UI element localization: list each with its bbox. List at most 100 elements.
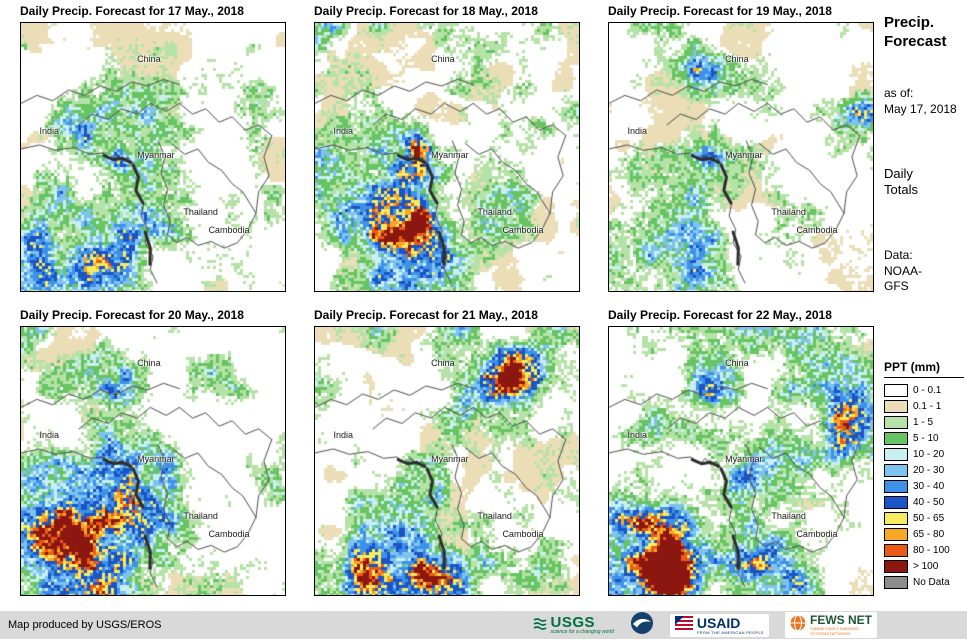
legend-row: 65 - 80 bbox=[884, 526, 964, 542]
footer-logos: USGS science for a changing world USAID … bbox=[533, 611, 877, 639]
legend-label: 65 - 80 bbox=[913, 528, 945, 540]
legend-swatch bbox=[884, 383, 908, 397]
noaa-logo bbox=[630, 611, 654, 640]
legend-row: 1 - 5 bbox=[884, 414, 964, 430]
legend-swatch bbox=[884, 463, 908, 477]
precip-map-canvas bbox=[609, 327, 873, 595]
legend-swatch bbox=[884, 399, 908, 413]
sidebar: Precip. Forecast as of: May 17, 2018 Dai… bbox=[884, 4, 964, 608]
legend-label: 30 - 40 bbox=[913, 480, 945, 492]
fewsnet-globe-icon bbox=[790, 614, 806, 636]
map-country-label: Cambodia bbox=[502, 224, 544, 235]
fewsnet-logo-text: FEWS NET bbox=[810, 613, 872, 628]
legend-swatch bbox=[884, 431, 908, 445]
legend-swatch bbox=[884, 527, 908, 541]
panel-title: Daily Precip. Forecast for 20 May., 2018 bbox=[20, 308, 244, 322]
usaid-logo: USAID FROM THE AMERICAN PEOPLE bbox=[669, 613, 769, 637]
precip-map: China India Myanmar Thailand Cambodia bbox=[20, 22, 286, 292]
usgs-tagline: science for a changing world bbox=[550, 629, 614, 635]
legend-label: 10 - 20 bbox=[913, 448, 945, 460]
panel-title: Daily Precip. Forecast for 21 May., 2018 bbox=[314, 308, 538, 322]
precip-map: China India Myanmar Thailand Cambodia bbox=[314, 22, 580, 292]
legend-row: No Data bbox=[884, 574, 964, 590]
panel-title: Daily Precip. Forecast for 22 May., 2018 bbox=[608, 308, 832, 322]
map-country-label: India bbox=[333, 430, 353, 441]
usgs-waves-icon bbox=[533, 615, 547, 636]
legend-label: 20 - 30 bbox=[913, 464, 945, 476]
map-country-label: China bbox=[431, 357, 455, 368]
fewsnet-logo: FEWS NET FAMINE EARLY WARNING SYSTEMS NE… bbox=[785, 612, 877, 638]
usaid-logo-text: USAID bbox=[696, 614, 741, 631]
map-country-label: Thailand bbox=[771, 206, 806, 217]
legend-row: 10 - 20 bbox=[884, 446, 964, 462]
map-country-label: India bbox=[39, 126, 59, 137]
legend-swatch bbox=[884, 511, 908, 525]
data-source-block: Data: NOAA-GFS bbox=[884, 248, 930, 295]
map-country-label: Myanmar bbox=[137, 454, 175, 465]
map-country-label: India bbox=[627, 430, 647, 441]
map-country-label: Thailand bbox=[771, 510, 806, 521]
map-country-label: China bbox=[431, 53, 455, 64]
map-country-label: Thailand bbox=[183, 510, 218, 521]
legend-label: No Data bbox=[913, 576, 950, 588]
map-country-label: Cambodia bbox=[796, 224, 838, 235]
precip-map-canvas bbox=[315, 327, 579, 595]
map-country-label: Cambodia bbox=[502, 528, 544, 539]
legend-rows: 0 - 0.1 0.1 - 1 1 - 5 5 - 10 10 - 20 20 - 30 3… bbox=[884, 382, 964, 590]
legend-row: 40 - 50 bbox=[884, 494, 964, 510]
map-country-label: Thailand bbox=[183, 206, 218, 217]
legend-label: 0 - 0.1 bbox=[913, 384, 942, 396]
forecast-panel-6: Daily Precip. Forecast for 22 May., 2018… bbox=[608, 308, 874, 596]
legend-row: 0.1 - 1 bbox=[884, 398, 964, 414]
panel-title: Daily Precip. Forecast for 17 May., 2018 bbox=[20, 4, 244, 18]
as-of-label: as of: bbox=[884, 86, 914, 100]
sidebar-title: Precip. Forecast bbox=[884, 14, 947, 50]
usaid-tagline: FROM THE AMERICAN PEOPLE bbox=[696, 629, 764, 635]
fewsnet-tagline: FAMINE EARLY WARNING SYSTEMS NETWORK bbox=[810, 626, 860, 636]
map-country-label: India bbox=[627, 126, 647, 137]
forecast-panel-3: Daily Precip. Forecast for 19 May., 2018… bbox=[608, 4, 874, 292]
legend-label: 0.1 - 1 bbox=[913, 400, 942, 412]
footer-bar: Map produced by USGS/EROS USGS science f… bbox=[0, 611, 967, 639]
map-country-label: Myanmar bbox=[137, 150, 175, 161]
map-country-label: China bbox=[725, 357, 749, 368]
legend-row: 50 - 65 bbox=[884, 510, 964, 526]
legend-row: 0 - 0.1 bbox=[884, 382, 964, 398]
usaid-flag-icon bbox=[674, 615, 693, 635]
panel-title: Daily Precip. Forecast for 19 May., 2018 bbox=[608, 4, 832, 18]
legend-label: 1 - 5 bbox=[913, 416, 934, 428]
legend-swatch bbox=[884, 415, 908, 429]
legend-swatch bbox=[884, 543, 908, 557]
legend-row: 5 - 10 bbox=[884, 430, 964, 446]
legend-label: 40 - 50 bbox=[913, 496, 945, 508]
legend-row: 30 - 40 bbox=[884, 478, 964, 494]
map-country-label: Myanmar bbox=[431, 150, 469, 161]
data-source-label: Data: bbox=[884, 248, 913, 262]
legend-label: 5 - 10 bbox=[913, 432, 939, 444]
precip-map-canvas bbox=[21, 23, 285, 291]
legend-row: 80 - 100 bbox=[884, 542, 964, 558]
legend-swatch bbox=[884, 559, 908, 573]
precip-map: China India Myanmar Thailand Cambodia bbox=[608, 326, 874, 596]
precip-map: China India Myanmar Thailand Cambodia bbox=[608, 22, 874, 292]
panel-title: Daily Precip. Forecast for 18 May., 2018 bbox=[314, 4, 538, 18]
precip-map: China India Myanmar Thailand Cambodia bbox=[314, 326, 580, 596]
forecast-panel-1: Daily Precip. Forecast for 17 May., 2018… bbox=[20, 4, 286, 292]
legend-swatch bbox=[884, 575, 908, 589]
forecast-panel-2: Daily Precip. Forecast for 18 May., 2018… bbox=[314, 4, 580, 292]
noaa-circle-icon bbox=[630, 611, 654, 640]
legend: PPT (mm) 0 - 0.1 0.1 - 1 1 - 5 5 - 10 10 - 2… bbox=[884, 360, 964, 590]
legend-title: PPT (mm) bbox=[884, 360, 964, 378]
map-country-label: India bbox=[333, 126, 353, 137]
precip-map-canvas bbox=[609, 23, 873, 291]
totals-label: Daily Totals bbox=[884, 166, 918, 198]
map-country-label: China bbox=[725, 53, 749, 64]
as-of-date: May 17, 2018 bbox=[884, 101, 957, 116]
map-country-label: Myanmar bbox=[725, 454, 763, 465]
map-country-label: Myanmar bbox=[431, 454, 469, 465]
legend-row: > 100 bbox=[884, 558, 964, 574]
usgs-logo-text: USGS bbox=[550, 614, 595, 631]
legend-row: 20 - 30 bbox=[884, 462, 964, 478]
precip-map-canvas bbox=[315, 23, 579, 291]
legend-swatch bbox=[884, 479, 908, 493]
